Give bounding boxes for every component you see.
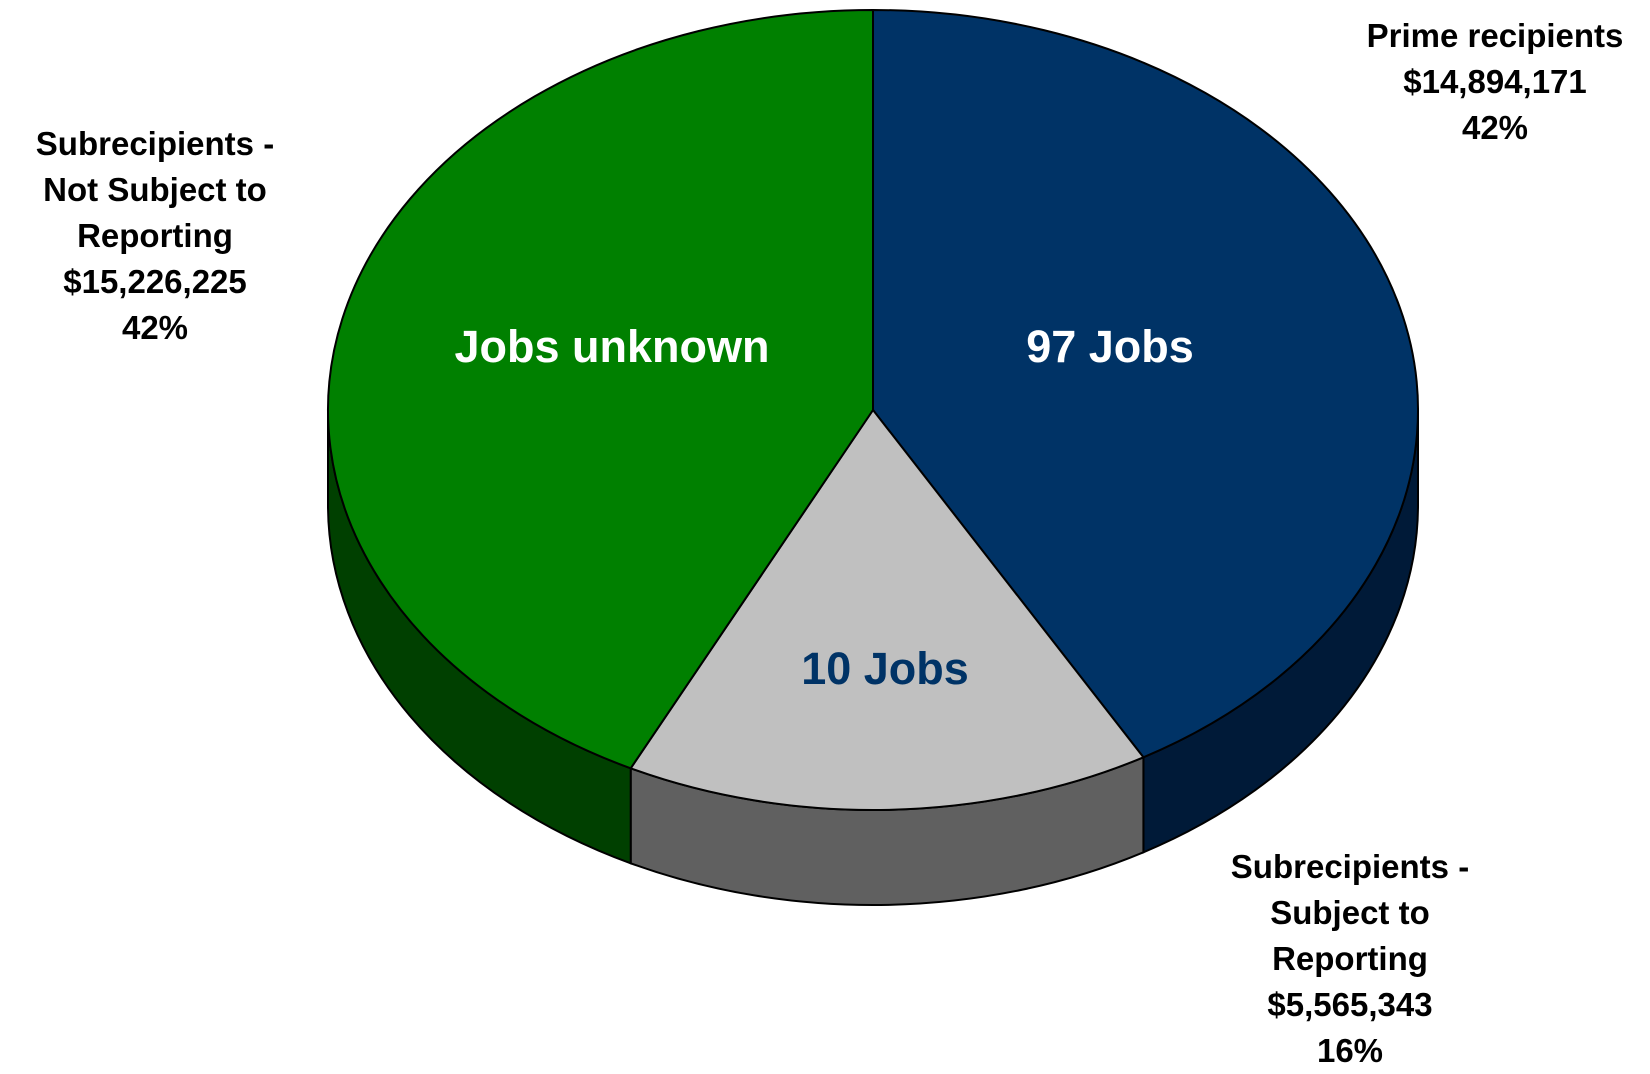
slice-inside-labels: 97 Jobs 10 Jobs Jobs unknown — [455, 321, 1194, 694]
not-subject-name-line-2: Not Subject to — [43, 171, 267, 208]
subject-name-line-3: Reporting — [1272, 940, 1428, 977]
not-subject-name-line-1: Subrecipients - — [35, 125, 275, 162]
not-subject-name-line-3: Reporting — [77, 217, 233, 254]
not-subject-jobs-label: Jobs unknown — [455, 321, 770, 372]
subject-to-reporting-label: Subrecipients - Subject to Reporting $5,… — [1195, 844, 1505, 1074]
prime-recipients-slice — [872, 9, 1419, 759]
subject-name-line-1: Subrecipients - — [1230, 848, 1470, 885]
not-subject-percent: 42% — [121, 309, 189, 346]
prime-recipients-jobs-label: 97 Jobs — [1026, 321, 1194, 372]
prime-recipients-label: Prime recipients $14,894,171 42% — [1330, 13, 1650, 151]
subject-to-reporting-jobs-label: 10 Jobs — [801, 643, 969, 694]
prime-recipients-percent: 42% — [1461, 109, 1529, 146]
pie-sides — [327, 409, 1419, 906]
not-subject-to-reporting-slice — [327, 9, 874, 770]
subject-percent: 16% — [1316, 1032, 1384, 1069]
subject-value: $5,565,343 — [1267, 986, 1433, 1023]
subject-to-reporting-slice — [629, 409, 1145, 811]
prime-recipients-name: Prime recipients — [1366, 17, 1624, 54]
pie-slices — [327, 9, 1419, 811]
not-subject-value: $15,226,225 — [63, 263, 247, 300]
subject-name-line-2: Subject to — [1270, 894, 1430, 931]
not-subject-to-reporting-label: Subrecipients - Not Subject to Reporting… — [0, 121, 310, 351]
prime-recipients-value: $14,894,171 — [1403, 63, 1587, 100]
